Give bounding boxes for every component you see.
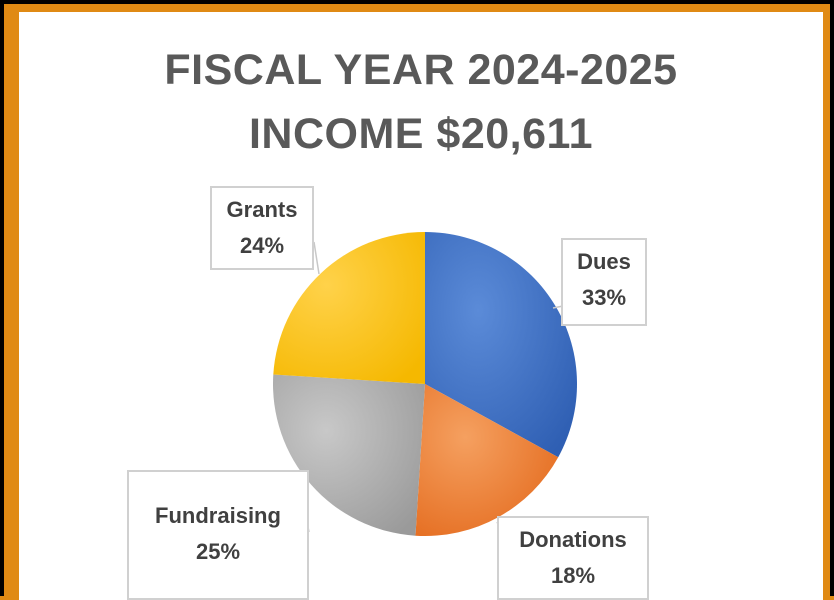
data-label-donations-percent: 18% bbox=[550, 563, 596, 588]
data-label-fundraising: Fundraising 25% bbox=[127, 470, 309, 600]
chart-title: FISCAL YEAR 2024-2025 bbox=[164, 46, 678, 94]
data-label-grants-name: Grants bbox=[226, 197, 298, 222]
data-label-fundraising-name: Fundraising bbox=[155, 503, 281, 528]
pie-slice-dues bbox=[425, 232, 577, 458]
pie-slice-fundraising bbox=[273, 374, 425, 536]
data-label-dues-name: Dues bbox=[577, 249, 631, 274]
orange-border: FISCAL YEAR 2024-2025 INCOME $20,611 Due… bbox=[4, 4, 830, 600]
data-label-donations-name: Donations bbox=[519, 527, 627, 552]
data-label-donations: Donations 18% bbox=[497, 516, 649, 600]
data-label-grants: Grants 24% bbox=[210, 186, 314, 270]
data-label-fundraising-percent: 25% bbox=[195, 539, 241, 564]
pie-slice-donations bbox=[415, 384, 559, 536]
chart-panel: FISCAL YEAR 2024-2025 INCOME $20,611 Due… bbox=[19, 12, 823, 600]
chart-subtitle: INCOME $20,611 bbox=[248, 110, 593, 158]
data-label-dues-percent: 33% bbox=[581, 285, 627, 310]
data-label-grants-percent: 24% bbox=[239, 233, 285, 258]
pie-slice-grants bbox=[273, 232, 425, 384]
leader-line-grants bbox=[313, 241, 320, 275]
data-label-dues: Dues 33% bbox=[561, 238, 647, 326]
pie-chart bbox=[273, 232, 577, 543]
